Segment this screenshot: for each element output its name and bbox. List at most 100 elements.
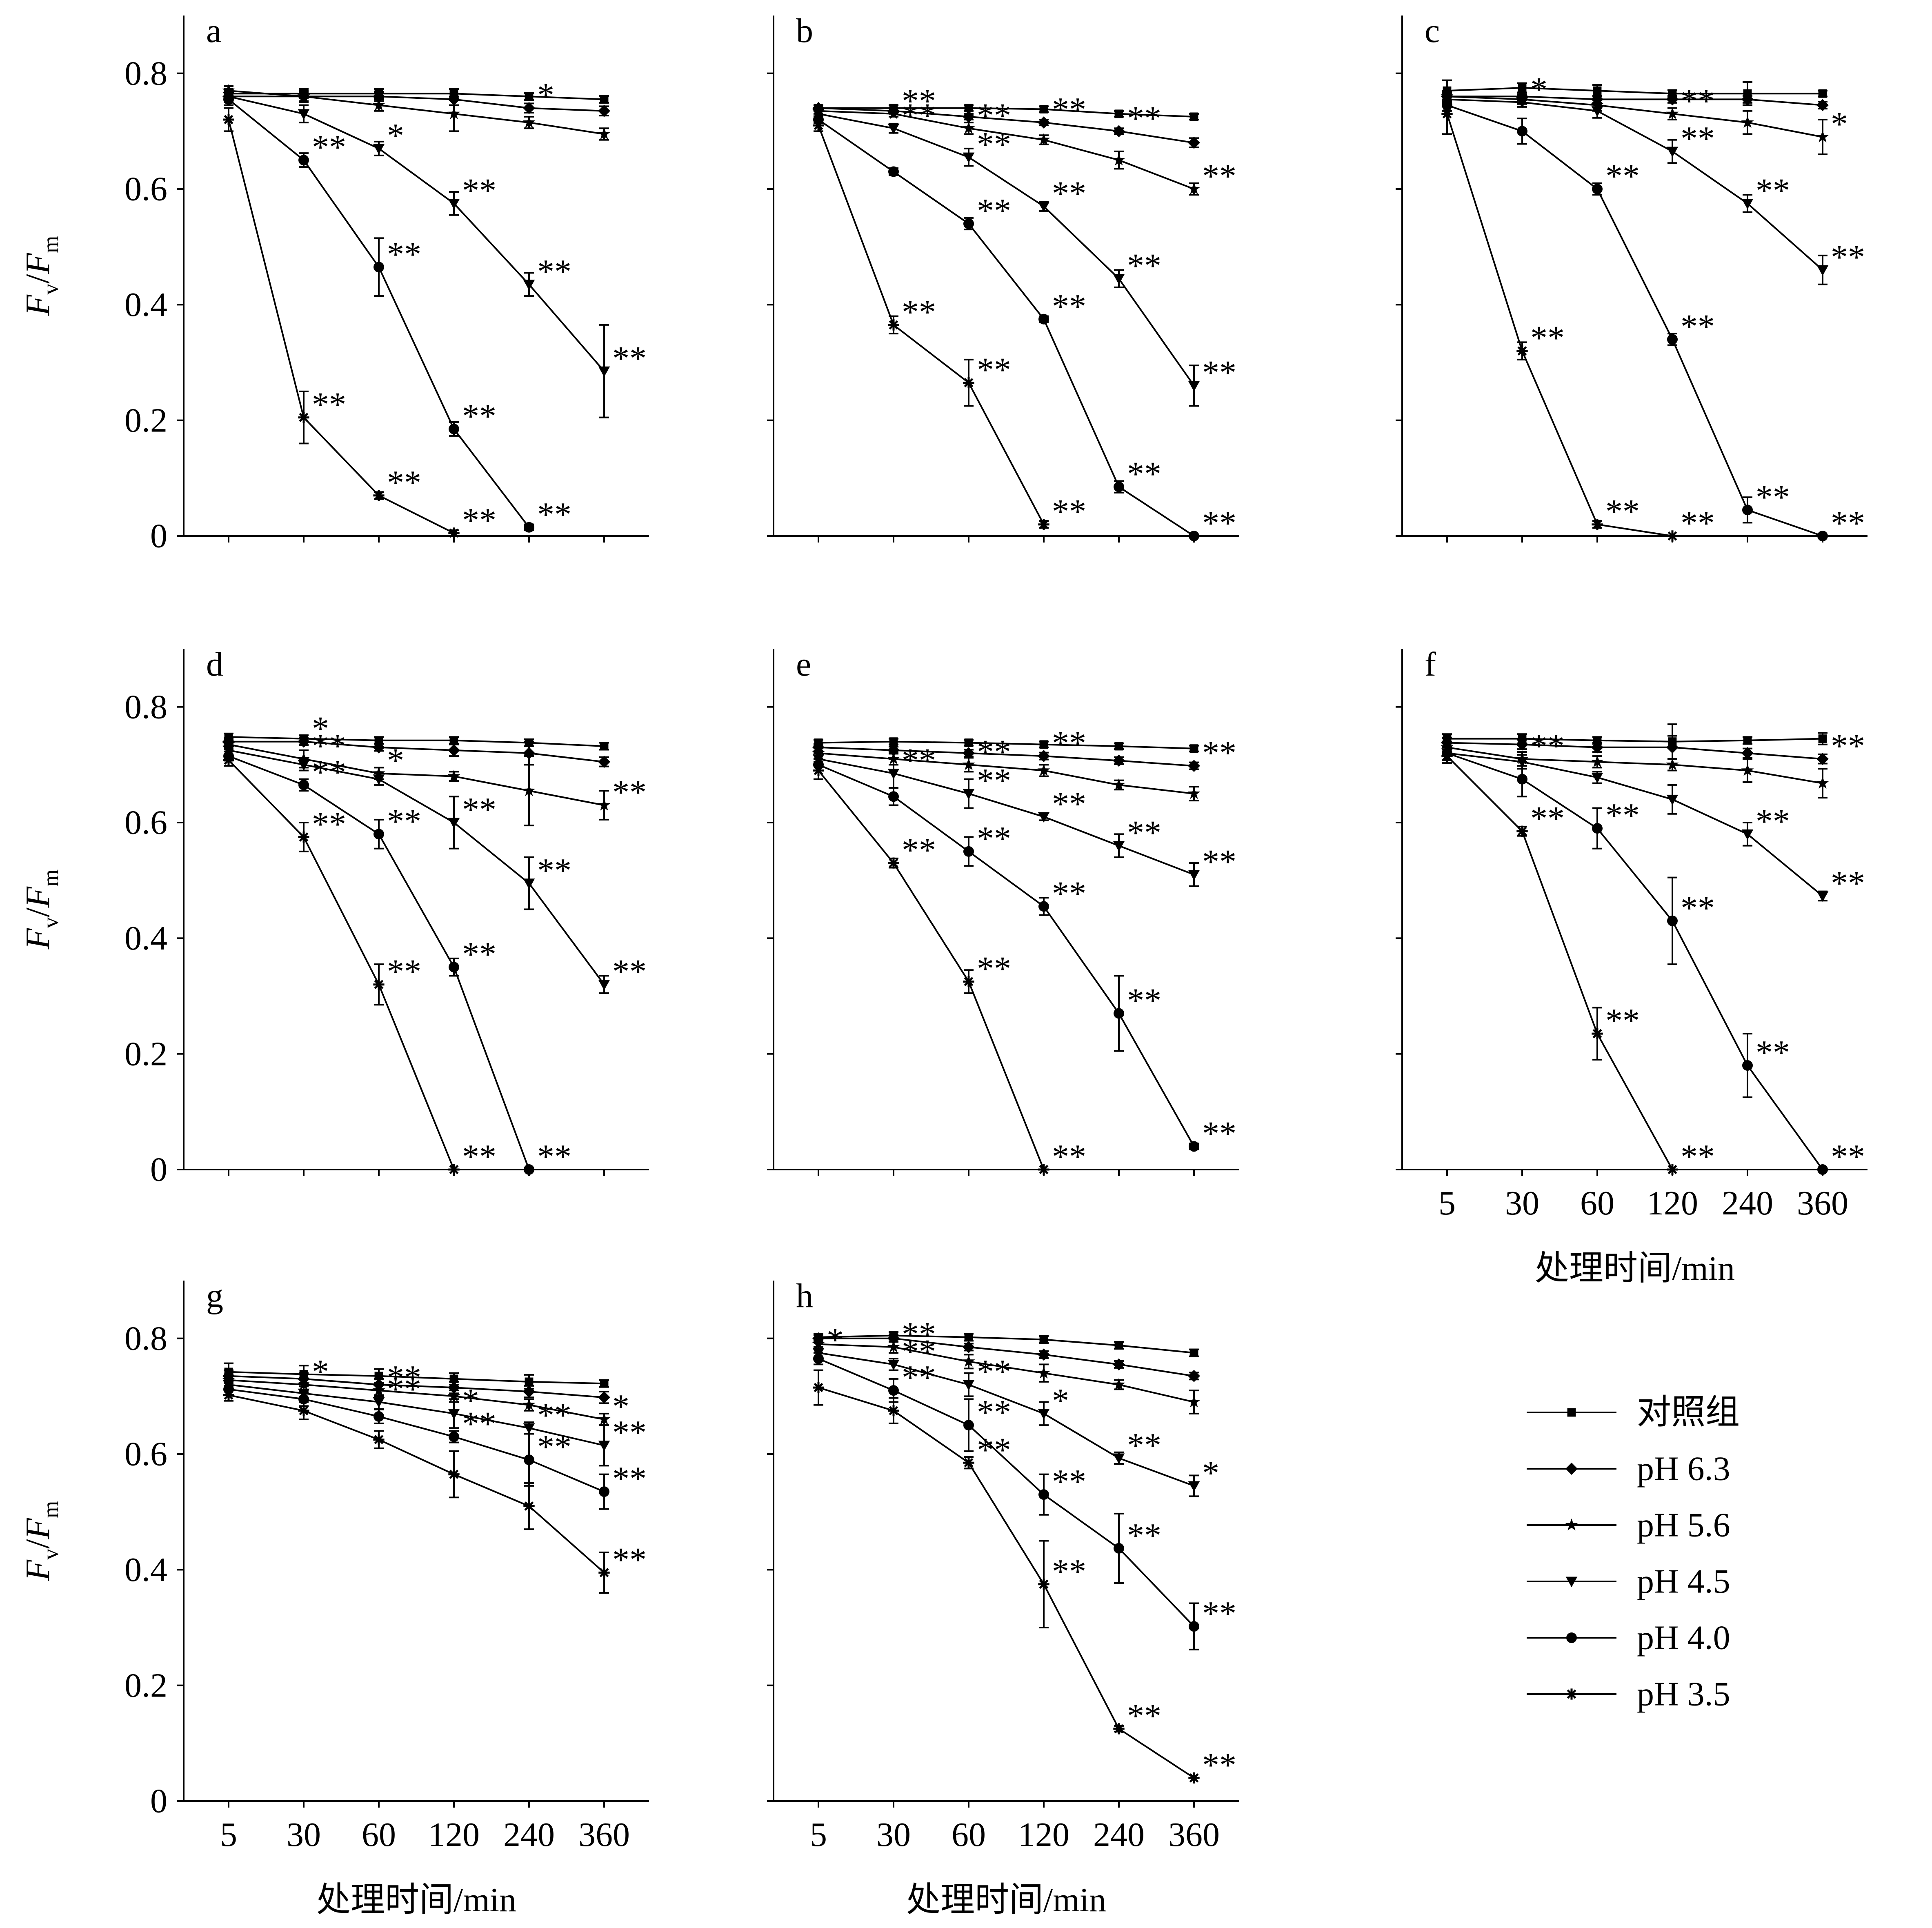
significance-label: ** [977, 1353, 1011, 1391]
significance-label: ** [1681, 120, 1715, 158]
data-point [1517, 126, 1527, 137]
significance-label: ** [1756, 171, 1790, 209]
significance-label: ** [537, 1428, 571, 1466]
data-point [1188, 1481, 1200, 1492]
y-axis-label-m: m [38, 236, 63, 253]
data-point [1038, 116, 1050, 129]
significance-label: ** [1052, 1552, 1086, 1590]
significance-label: ** [1127, 814, 1161, 852]
data-point [1038, 519, 1049, 530]
data-point [887, 107, 900, 119]
data-point [222, 738, 235, 750]
data-point [374, 262, 384, 273]
y-tick-label: 0.2 [125, 1666, 167, 1704]
significance-label: ** [1756, 478, 1790, 516]
significance-label: ** [312, 727, 346, 765]
panel-g: 00.20.40.60.8Fv/Fm5 30 60 120 240 360处理时间/min… [19, 1277, 649, 1919]
significance-label: ** [312, 805, 346, 843]
significance-label: ** [1052, 785, 1086, 823]
data-point [298, 760, 310, 771]
y-tick-label: 0.6 [125, 804, 167, 842]
data-point [1741, 747, 1754, 759]
data-point [1188, 1370, 1200, 1382]
x-tick-label-240: 240 [1093, 1816, 1145, 1854]
data-point [1741, 93, 1754, 106]
data-point [1037, 133, 1050, 145]
data-point [1189, 1621, 1199, 1632]
series-ph-4-5: ******* [222, 90, 647, 418]
series-ph-3-5: ** ** ** [813, 119, 1086, 531]
data-point [1113, 841, 1125, 852]
series-line [818, 107, 1194, 118]
data-point [1113, 125, 1125, 138]
data-point [1816, 130, 1829, 142]
data-point [298, 1405, 309, 1417]
x-tick-label-30: 30 [876, 1816, 911, 1854]
series-line [228, 736, 605, 747]
x-tick-label-5: 5 [810, 1816, 827, 1854]
significance-label: ** [1202, 1114, 1236, 1152]
data-point [1741, 764, 1754, 776]
data-point [1188, 870, 1200, 881]
data-point [1038, 1489, 1049, 1500]
panel-b: b** **** **************************** [767, 12, 1239, 543]
significance-label: ** [537, 496, 571, 534]
series-line [818, 1337, 1194, 1377]
data-point [1591, 755, 1604, 767]
data-point [887, 1359, 900, 1370]
data-point [1516, 98, 1528, 108]
significance-label: ** [1127, 247, 1161, 285]
panel-label: h [796, 1277, 813, 1315]
data-point [1113, 274, 1125, 285]
series-ph-4-0: ** ** ** ** [223, 93, 571, 534]
data-point [813, 120, 824, 131]
significance-label: ** [1052, 493, 1086, 531]
series-line [818, 752, 1194, 795]
significance-label: ** [1127, 455, 1161, 493]
panel-a: 00.20.40.60.8Fv/Fma*********************… [19, 12, 649, 555]
data-point [522, 116, 536, 128]
series-ph-4-0: ********** [813, 1352, 1236, 1650]
data-point [298, 411, 309, 423]
series-line [1447, 96, 1823, 106]
data-point [887, 123, 900, 134]
legend-marker [1565, 1518, 1578, 1531]
significance-label: ** [462, 397, 496, 435]
x-tick-label-360: 360 [578, 1816, 630, 1854]
significance-label: ** [612, 1414, 647, 1452]
significance-label: ** [902, 742, 936, 780]
data-point [449, 962, 459, 973]
data-point [963, 976, 974, 987]
data-point [1818, 734, 1827, 743]
data-point [524, 1454, 534, 1465]
significance-label: ** [902, 293, 936, 331]
legend-label: pH 6.3 [1637, 1450, 1730, 1488]
data-point [448, 1409, 460, 1420]
series-line [228, 98, 530, 528]
data-point [963, 152, 975, 163]
panel-e: e** **************************** [767, 645, 1239, 1176]
legend-item-ph-5-6: pH 5.6 [1527, 1506, 1730, 1544]
data-point [888, 1405, 899, 1417]
significance-label: ** [1202, 734, 1236, 772]
data-point [963, 1457, 974, 1468]
significance-label: * [312, 1353, 329, 1391]
data-point [1038, 1579, 1049, 1590]
data-point [1592, 184, 1603, 194]
legend-label: pH 3.5 [1637, 1675, 1730, 1713]
series-ph-6-3: ** ** [812, 91, 1200, 149]
y-axis-label-slash: / [19, 907, 57, 917]
data-point [1039, 740, 1048, 749]
data-point [1114, 742, 1123, 751]
panel-label: a [206, 12, 221, 50]
significance-label: ** [537, 852, 571, 890]
series-ph-4-5: * ******** [812, 1321, 1219, 1497]
significance-label: ** [1756, 802, 1790, 840]
significance-label: ** [1202, 157, 1236, 195]
y-axis-label-f: F [19, 927, 57, 950]
data-point [1592, 519, 1603, 530]
y-axis-label-f: F [19, 886, 57, 908]
data-point [1741, 116, 1754, 128]
data-point [524, 522, 534, 533]
significance-label: ** [1681, 504, 1715, 542]
